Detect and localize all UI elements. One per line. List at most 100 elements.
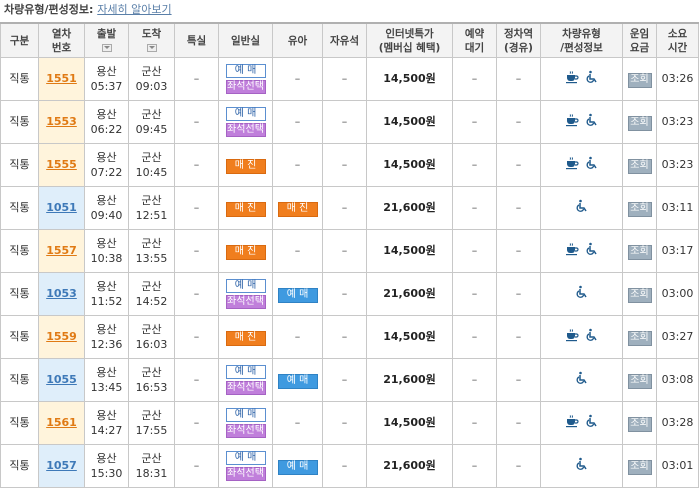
fare-inquiry-button[interactable]: 조회 <box>627 72 652 88</box>
header-arrival[interactable]: 도착 <box>128 22 175 58</box>
reserve-button[interactable]: 예 매 <box>277 459 318 475</box>
cafe-icon[interactable] <box>565 328 579 347</box>
train-number-link[interactable]: 1057 <box>46 459 77 472</box>
vehicle-info-bar: 차량유형/편성정보: 자세히 알아보기 <box>0 0 700 20</box>
fare-inquiry-cell: 조회 <box>622 315 657 359</box>
train-number-link[interactable]: 1555 <box>46 158 77 171</box>
cafe-icon[interactable] <box>565 113 579 132</box>
empty-dash: – <box>471 244 478 257</box>
empty-dash: – <box>471 287 478 300</box>
wheelchair-icon[interactable] <box>585 70 599 89</box>
wheelchair-icon[interactable] <box>585 113 599 132</box>
arrival-station: 군산 <box>141 323 162 336</box>
free-seat-cell: – <box>322 57 367 101</box>
arrival-station: 군산 <box>141 65 162 78</box>
table-row: 직통 1553 용산 06:22 군산 09:45 – 예 매 좌석선택 – – 14,500원 – – 조… <box>0 100 699 144</box>
train-number-link[interactable]: 1551 <box>46 72 77 85</box>
train-number-link[interactable]: 1553 <box>46 115 77 128</box>
free-seat-cell: – <box>322 272 367 316</box>
arrival-cell: 군산 09:45 <box>128 100 175 144</box>
seat-select-button[interactable]: 좌석선택 <box>225 80 266 94</box>
reserve-button[interactable]: 예 매 <box>225 64 266 78</box>
free-seat-cell: – <box>322 401 367 445</box>
reserve-button[interactable]: 예 매 <box>225 107 266 121</box>
cafe-icon[interactable] <box>565 242 579 261</box>
table-row: 직통 1561 용산 14:27 군산 17:55 – 예 매 좌석선택 – – 14,500원 – – 조… <box>0 401 699 445</box>
empty-dash: – <box>471 416 478 429</box>
train-number-cell: 1053 <box>38 272 85 316</box>
train-number-link[interactable]: 1561 <box>46 416 77 429</box>
wheelchair-icon[interactable] <box>585 328 599 347</box>
reserve-button[interactable]: 예 매 <box>277 373 318 389</box>
free-seat-cell: – <box>322 358 367 402</box>
vehicle-icons <box>565 414 599 433</box>
wheelchair-icon[interactable] <box>575 371 589 390</box>
wheelchair-icon[interactable] <box>585 414 599 433</box>
reserve-button[interactable]: 예 매 <box>225 451 266 465</box>
train-number-link[interactable]: 1053 <box>46 287 77 300</box>
wheelchair-icon[interactable] <box>575 285 589 304</box>
vehicle-info-cell <box>540 57 623 101</box>
wheelchair-icon[interactable] <box>575 457 589 476</box>
empty-dash: – <box>193 201 200 214</box>
vehicle-info-cell <box>540 143 623 187</box>
fare-inquiry-button[interactable]: 조회 <box>627 373 652 389</box>
train-number-link[interactable]: 1055 <box>46 373 77 386</box>
header-departure[interactable]: 출발 <box>84 22 129 58</box>
seat-select-button[interactable]: 좌석선택 <box>225 424 266 438</box>
train-number-link[interactable]: 1051 <box>46 201 77 214</box>
train-number-link[interactable]: 1557 <box>46 244 77 257</box>
table-row: 직통 1053 용산 11:52 군산 14:52– 예 매 좌석선택 예 매 –21,600원 –… <box>0 272 699 316</box>
fare-inquiry-button[interactable]: 조회 <box>627 158 652 174</box>
empty-dash: – <box>471 158 478 171</box>
reserve-button[interactable]: 예 매 <box>225 279 266 293</box>
seat-select-button[interactable]: 좌석선택 <box>225 381 266 395</box>
vehicle-info-cell <box>540 229 623 273</box>
fare-inquiry-button[interactable]: 조회 <box>627 287 652 303</box>
waitlist-cell: – <box>452 100 497 144</box>
via-cell: – <box>496 186 541 230</box>
sort-icon[interactable] <box>101 43 112 52</box>
cafe-icon[interactable] <box>565 70 579 89</box>
seat-select-button[interactable]: 좌석선택 <box>225 295 266 309</box>
vehicle-icons <box>565 328 599 347</box>
seat-select-button[interactable]: 좌석선택 <box>225 467 266 481</box>
wheelchair-icon[interactable] <box>585 242 599 261</box>
empty-dash: – <box>471 373 478 386</box>
infant-seat-cell: 예 매 <box>272 444 323 488</box>
vehicle-info-link[interactable]: 자세히 알아보기 <box>97 3 172 16</box>
wheelchair-icon[interactable] <box>575 199 589 218</box>
reserve-button[interactable]: 예 매 <box>225 408 266 422</box>
fare-inquiry-cell: 조회 <box>622 272 657 316</box>
arrival-time: 13:55 <box>135 252 168 265</box>
empty-dash: – <box>193 373 200 386</box>
cafe-icon[interactable] <box>565 414 579 433</box>
duration-cell: 03:00 <box>656 272 699 316</box>
fare-inquiry-button[interactable]: 조회 <box>627 459 652 475</box>
reserve-button[interactable]: 예 매 <box>225 365 266 379</box>
header-infant: 유아 <box>272 22 323 58</box>
departure-time: 05:37 <box>90 80 123 93</box>
sort-icon[interactable] <box>146 43 157 52</box>
fare-inquiry-cell: 조회 <box>622 358 657 402</box>
duration-cell: 03:23 <box>656 143 699 187</box>
departure-station: 용산 <box>96 151 117 164</box>
fare-inquiry-button[interactable]: 조회 <box>627 416 652 432</box>
fare-inquiry-button[interactable]: 조회 <box>627 330 652 346</box>
arrival-station: 군산 <box>141 108 162 121</box>
wheelchair-icon[interactable] <box>585 156 599 175</box>
fare-inquiry-button[interactable]: 조회 <box>627 244 652 260</box>
fare-inquiry-button[interactable]: 조회 <box>627 201 652 217</box>
vehicle-info-cell <box>540 315 623 359</box>
train-number-link[interactable]: 1559 <box>46 330 77 343</box>
seat-select-button[interactable]: 좌석선택 <box>225 123 266 137</box>
infant-seat-cell: 예 매 <box>272 358 323 402</box>
free-seat-cell: – <box>322 143 367 187</box>
vehicle-info-cell <box>540 401 623 445</box>
cafe-icon[interactable] <box>565 156 579 175</box>
via-cell: – <box>496 315 541 359</box>
fare-value: 21,600원 <box>383 373 436 386</box>
reserve-button[interactable]: 예 매 <box>277 287 318 303</box>
fare-inquiry-button[interactable]: 조회 <box>627 115 652 131</box>
